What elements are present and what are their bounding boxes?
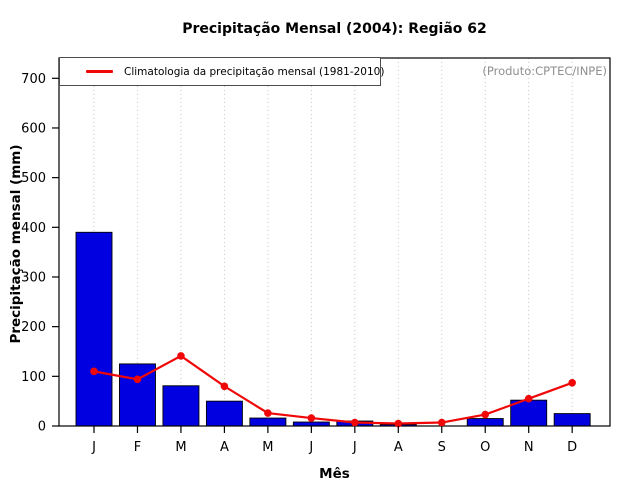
x-tick-label: S (438, 440, 446, 455)
y-axis: 0 100 200 300 400 500 600 700 (21, 72, 59, 435)
climatology-point-7 (394, 419, 403, 428)
gridlines (93, 58, 573, 426)
x-tick-label: O (480, 440, 490, 455)
y-tick-label: 600 (21, 121, 46, 136)
y-axis-title: Precipitação mensal (mm) (8, 144, 24, 344)
climatology-point-2 (177, 352, 185, 360)
bar-F-1 (119, 363, 156, 427)
y-tick-label: 700 (21, 72, 46, 87)
y-tick-label: 500 (21, 171, 46, 186)
x-tick-label: J (91, 440, 96, 455)
climatology-point-0 (90, 367, 98, 376)
bar-O-9 (466, 418, 504, 427)
x-tick-label: J (308, 440, 313, 455)
x-tick-label: A (394, 440, 403, 455)
x-tick-label: M (262, 440, 273, 455)
bar-N-10 (510, 399, 548, 427)
climatology-point-3 (220, 382, 229, 391)
climatology-point-9 (481, 410, 490, 419)
y-tick-label: 400 (21, 221, 46, 236)
climatology-line (90, 352, 576, 428)
bar-M-2 (162, 385, 200, 427)
x-tick-label: M (175, 440, 186, 455)
climatology-point-1 (133, 375, 142, 384)
legend-line-sample (86, 70, 113, 73)
climatology-point-8 (437, 418, 446, 427)
x-tick-label: D (567, 440, 577, 455)
y-tick-label: 100 (21, 370, 46, 385)
bars (75, 231, 591, 427)
chart-title: Precipitação Mensal (2004): Região 62 (182, 21, 487, 37)
climatology-point-10 (524, 394, 533, 403)
bar-M-4 (249, 417, 287, 427)
x-tick-label: A (220, 440, 229, 455)
y-tick-label: 200 (21, 320, 46, 335)
y-tick-label: 0 (38, 420, 46, 435)
x-tick-label: N (524, 440, 534, 455)
x-tick-label: J (352, 440, 357, 455)
climatology-point-11 (568, 378, 576, 387)
y-tick-label: 300 (21, 270, 46, 285)
climatology-point-5 (307, 414, 316, 422)
x-tick-label: F (134, 440, 141, 455)
x-axis-title: Mês (319, 466, 350, 482)
legend-label: Climatologia da precipitação mensal (198… (124, 65, 385, 78)
bar-D-11 (553, 413, 591, 427)
climatology-point-6 (351, 418, 359, 427)
bar-J-0 (75, 231, 113, 427)
climatology-point-4 (264, 409, 272, 417)
bar-A-3 (205, 400, 243, 427)
source-note: (Produto:CPTEC/INPE) (482, 64, 607, 78)
legend-box: Climatologia da precipitação mensal (198… (59, 57, 385, 86)
